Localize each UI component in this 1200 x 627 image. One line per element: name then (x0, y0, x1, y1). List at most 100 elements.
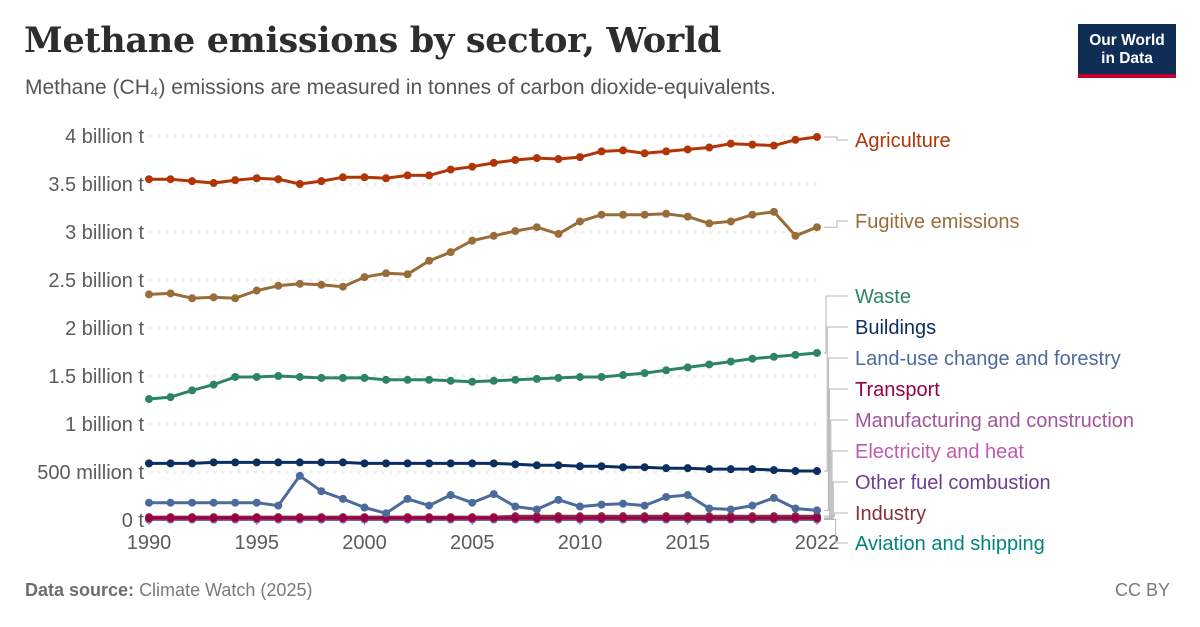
data-point[interactable] (338, 282, 347, 291)
legend-label[interactable]: Industry (855, 503, 926, 525)
data-point[interactable] (252, 174, 261, 183)
data-point[interactable] (597, 514, 606, 523)
data-point[interactable] (705, 360, 714, 369)
legend-label[interactable]: Buildings (855, 317, 936, 339)
data-point[interactable] (813, 506, 821, 515)
legend-label[interactable]: Waste (855, 286, 911, 308)
data-point[interactable] (166, 289, 175, 298)
data-point[interactable] (597, 462, 606, 471)
data-point[interactable] (188, 459, 197, 468)
data-point[interactable] (489, 490, 498, 499)
data-point[interactable] (231, 372, 240, 381)
data-point[interactable] (748, 514, 757, 523)
data-point[interactable] (468, 514, 477, 523)
data-point[interactable] (252, 514, 261, 523)
data-point[interactable] (252, 286, 261, 295)
data-point[interactable] (317, 487, 326, 496)
legend-label[interactable]: Manufacturing and construction (855, 410, 1134, 432)
data-point[interactable] (769, 466, 778, 475)
data-point[interactable] (705, 219, 714, 228)
data-point[interactable] (662, 464, 671, 473)
data-point[interactable] (468, 498, 477, 507)
data-point[interactable] (360, 373, 369, 382)
data-point[interactable] (425, 375, 434, 384)
data-point[interactable] (338, 494, 347, 503)
data-point[interactable] (446, 514, 455, 523)
data-point[interactable] (425, 501, 434, 510)
legend-label[interactable]: Other fuel combustion (855, 472, 1051, 494)
data-point[interactable] (274, 514, 283, 523)
data-point[interactable] (619, 146, 628, 155)
data-point[interactable] (295, 279, 304, 288)
data-point[interactable] (511, 502, 520, 511)
data-point[interactable] (295, 180, 304, 188)
data-point[interactable] (748, 354, 757, 363)
data-point[interactable] (360, 173, 369, 182)
data-point[interactable] (813, 223, 821, 232)
data-point[interactable] (382, 375, 391, 384)
data-point[interactable] (575, 514, 584, 523)
data-point[interactable] (338, 173, 347, 182)
data-point[interactable] (726, 217, 735, 226)
data-point[interactable] (425, 514, 434, 523)
data-point[interactable] (511, 514, 520, 523)
data-point[interactable] (597, 500, 606, 509)
data-point[interactable] (813, 348, 821, 357)
data-point[interactable] (791, 504, 800, 513)
data-point[interactable] (683, 363, 692, 372)
data-point[interactable] (317, 280, 326, 289)
data-point[interactable] (683, 491, 692, 500)
data-point[interactable] (705, 504, 714, 513)
data-point[interactable] (446, 248, 455, 257)
data-point[interactable] (532, 505, 541, 514)
owid-logo[interactable]: Our World in Data (1078, 24, 1176, 78)
data-point[interactable] (791, 350, 800, 359)
data-point[interactable] (662, 147, 671, 156)
data-point[interactable] (252, 372, 261, 381)
data-point[interactable] (791, 514, 800, 523)
data-point[interactable] (748, 210, 757, 219)
data-point[interactable] (748, 501, 757, 510)
data-point[interactable] (769, 207, 778, 216)
legend-label[interactable]: Land-use change and forestry (855, 348, 1121, 370)
series-line[interactable] (148, 210, 818, 300)
data-point[interactable] (662, 209, 671, 218)
data-point[interactable] (619, 499, 628, 508)
data-point[interactable] (166, 498, 175, 507)
series-line[interactable] (149, 474, 818, 515)
data-point[interactable] (382, 269, 391, 278)
data-point[interactable] (575, 502, 584, 511)
data-point[interactable] (705, 143, 714, 152)
data-point[interactable] (683, 145, 692, 154)
data-point[interactable] (619, 514, 628, 523)
data-point[interactable] (511, 227, 520, 236)
data-point[interactable] (813, 514, 821, 523)
series-line[interactable] (148, 351, 818, 401)
data-point[interactable] (575, 372, 584, 381)
data-point[interactable] (403, 270, 412, 279)
series-line[interactable] (149, 460, 817, 473)
data-point[interactable] (640, 149, 649, 158)
data-point[interactable] (274, 458, 283, 467)
data-point[interactable] (446, 165, 455, 174)
data-point[interactable] (317, 177, 326, 186)
data-point[interactable] (748, 465, 757, 474)
data-point[interactable] (231, 294, 240, 303)
data-point[interactable] (188, 498, 197, 507)
data-point[interactable] (338, 373, 347, 382)
data-point[interactable] (188, 177, 197, 186)
data-point[interactable] (231, 514, 240, 523)
data-point[interactable] (403, 494, 412, 503)
data-point[interactable] (188, 514, 197, 523)
data-point[interactable] (382, 459, 391, 468)
data-point[interactable] (360, 459, 369, 468)
data-point[interactable] (209, 179, 218, 188)
data-point[interactable] (317, 514, 326, 523)
data-point[interactable] (425, 459, 434, 468)
data-point[interactable] (705, 514, 714, 523)
data-point[interactable] (360, 503, 369, 512)
legend-label[interactable]: Agriculture (855, 130, 951, 152)
data-point[interactable] (640, 463, 649, 472)
data-point[interactable] (791, 467, 800, 476)
license-link[interactable]: CC BY (1114, 580, 1170, 600)
